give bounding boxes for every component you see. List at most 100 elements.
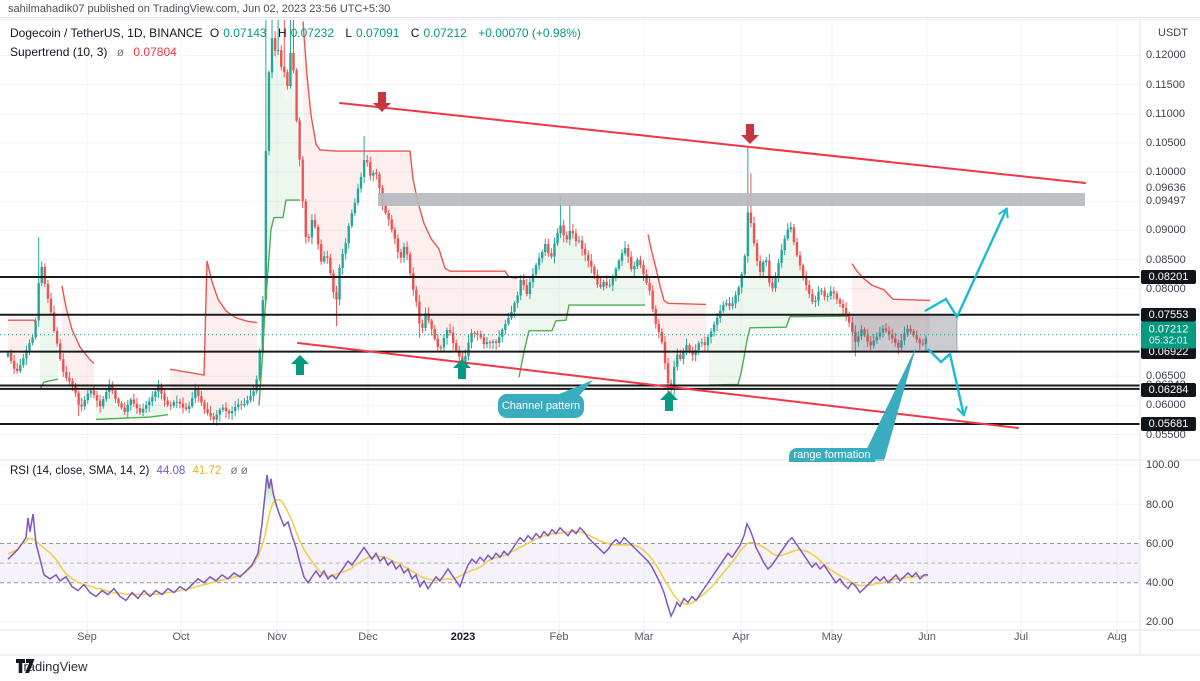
candle-body <box>746 212 750 257</box>
channel-callout-tail <box>552 380 593 397</box>
candle-body <box>878 332 882 337</box>
candle-body <box>289 53 292 87</box>
candle-body <box>138 408 142 413</box>
symbol-legend[interactable]: Dogecoin / TetherUS, 1D, BINANCE O 0.0714… <box>10 26 585 40</box>
candle-body <box>86 393 90 401</box>
candle-body <box>672 366 676 390</box>
candle-body <box>101 399 105 407</box>
rsi-value: 44.08 <box>156 465 186 477</box>
tradingview-watermark[interactable]: TradingView <box>16 659 88 674</box>
candle-body <box>52 312 56 331</box>
candle-body <box>329 257 332 274</box>
candle-body <box>789 227 793 230</box>
candle-body <box>639 259 642 265</box>
candle-body <box>620 253 624 261</box>
candle-body <box>513 302 516 312</box>
candle-body <box>55 330 59 344</box>
candle-body <box>353 202 357 214</box>
price-tick: 0.08500 <box>1146 254 1186 266</box>
candle-body <box>676 354 679 367</box>
supertrend-legend[interactable]: Supertrend (10, 3) ø 0.07804 <box>10 45 181 59</box>
candle-body <box>633 266 636 270</box>
candle-body <box>731 303 734 307</box>
candle-body <box>562 225 565 236</box>
chart-canvas[interactable] <box>0 19 1200 656</box>
rsi-line <box>7 474 928 619</box>
candle-body <box>712 324 716 332</box>
candle-body <box>823 290 826 297</box>
candle-body <box>608 285 611 287</box>
candle-body <box>34 320 37 338</box>
candle-body <box>841 303 845 308</box>
candle-body <box>590 260 593 267</box>
candle-body <box>651 290 654 309</box>
candle-body <box>304 201 307 237</box>
candle-body <box>402 246 406 258</box>
range-formation-callout[interactable]: range formation <box>789 448 875 462</box>
candle-body <box>752 223 756 244</box>
rsi-legend[interactable]: RSI (14, close, SMA, 14, 2) 44.08 41.72 … <box>10 465 254 477</box>
candle-body <box>418 301 421 324</box>
candle-body <box>666 363 670 384</box>
supertrend-line <box>39 378 59 390</box>
price-tick: 0.11500 <box>1146 79 1185 91</box>
candle-body <box>166 400 169 405</box>
candle-body <box>734 295 737 304</box>
red-down-arrow <box>741 124 759 144</box>
footer: TradingView <box>0 656 1200 681</box>
candle-body <box>700 342 704 344</box>
candle-body <box>571 230 575 234</box>
candle-body <box>396 238 400 253</box>
publish-info-bar: sahilmahadik07 published on TradingView.… <box>0 0 1200 18</box>
candle-body <box>445 329 449 338</box>
candle-body <box>273 38 277 51</box>
candle-body <box>725 303 728 305</box>
candle-body <box>433 328 436 339</box>
candle-body <box>476 333 479 335</box>
candle-body <box>777 262 780 277</box>
candle-body <box>722 304 725 311</box>
candle-body <box>163 393 166 401</box>
candle-body <box>114 390 117 400</box>
candle-body <box>583 248 587 255</box>
candle-body <box>12 360 16 369</box>
candle-body <box>660 332 664 343</box>
candle-body <box>191 398 194 407</box>
candle-body <box>887 330 891 335</box>
supertrend-name: Supertrend (10, 3) <box>10 45 108 59</box>
candle-body <box>310 219 314 238</box>
supertrend-line <box>95 414 169 421</box>
watermark-text: TradingView <box>16 659 88 674</box>
candle-body <box>221 407 225 410</box>
supertrend-line <box>258 199 300 406</box>
candle-body <box>826 295 829 297</box>
candle-body <box>516 295 519 303</box>
candle-body <box>479 333 482 338</box>
candle-body <box>758 261 762 272</box>
price-tick: 0.10000 <box>1146 166 1186 178</box>
candle-body <box>547 244 550 254</box>
price-tick: 0.09636 <box>1146 182 1186 194</box>
channel-pattern-callout[interactable]: Channel pattern <box>498 394 584 418</box>
candle-body <box>697 343 700 351</box>
rsi-oversold-fill <box>666 602 677 617</box>
candle-body <box>626 247 630 257</box>
candle-body <box>470 332 473 343</box>
candle-body <box>105 391 108 400</box>
candle-body <box>424 313 427 328</box>
candle-body <box>123 407 126 412</box>
candle-body <box>494 341 498 343</box>
candle-body <box>890 334 894 339</box>
supertrend-value: 0.07804 <box>133 45 177 59</box>
time-axis-label: 2023 <box>450 631 476 643</box>
candle-body <box>599 284 602 287</box>
candle-body <box>602 281 605 287</box>
candle-body <box>504 323 507 330</box>
candle-body <box>780 250 783 263</box>
candle-body <box>808 284 811 294</box>
candle-body <box>283 66 286 73</box>
candle-body <box>580 240 584 249</box>
chart-area[interactable]: Dogecoin / TetherUS, 1D, BINANCE O 0.0714… <box>0 19 1200 656</box>
candle-body <box>154 391 157 397</box>
candle-body <box>544 244 547 252</box>
